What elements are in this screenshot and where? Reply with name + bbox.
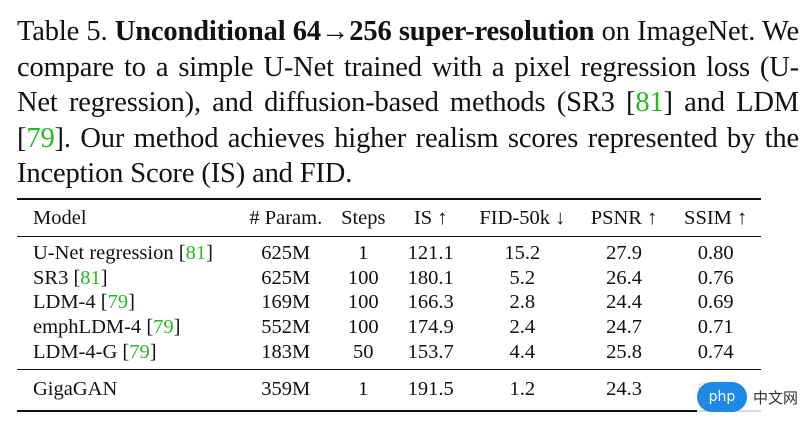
ssim-cell: 0.80: [697, 241, 734, 264]
psnr-cell: 27.9: [606, 241, 642, 264]
model-name: U-Net regression [81]: [33, 241, 213, 264]
steps-cell: 1: [332, 368, 395, 412]
citation-link[interactable]: 79: [129, 341, 150, 364]
fid-cell: 2.4: [509, 316, 536, 339]
psnr-cell: 26.4: [606, 266, 642, 289]
table-row: emphLDM-4 [79] 552M 100 174.9 2.4 24.7 0…: [17, 315, 761, 340]
steps-cell: 100: [347, 266, 379, 289]
model-name: SR3 [81]: [33, 266, 108, 289]
header-fid: FID-50k ↓: [466, 198, 578, 237]
params-cell: 552M: [261, 316, 311, 339]
model-name: emphLDM-4 [79]: [33, 316, 181, 339]
ssim-cell: 0.69: [697, 291, 734, 314]
params-cell: 625M: [261, 241, 311, 264]
params-cell: 625M: [261, 266, 311, 289]
is-cell: 174.9: [407, 316, 454, 339]
ssim-cell: 0.74: [697, 341, 734, 364]
citation-link[interactable]: 81: [80, 266, 101, 289]
ssim-cell: 0.71: [697, 316, 734, 339]
header-steps: Steps: [332, 198, 395, 237]
table-row-gigagan: GigaGAN 359M 1 191.5 1.2 24.3 0.71: [17, 368, 761, 412]
watermark: php 中文网: [697, 382, 805, 412]
header-model: Model: [17, 198, 240, 237]
header-params: # Param.: [239, 198, 333, 237]
is-cell: 153.7: [407, 341, 454, 364]
model-label: SR3: [33, 266, 74, 289]
table-row: SR3 [81] 625M 100 180.1 5.2 26.4 0.76: [17, 266, 761, 291]
citation-link[interactable]: 79: [107, 291, 129, 314]
ssim-cell: 0.76: [697, 266, 734, 289]
header-psnr: PSNR ↑: [577, 198, 671, 237]
is-cell: 166.3: [407, 291, 454, 314]
citation-link[interactable]: 79: [26, 122, 55, 154]
psnr-cell: 24.3: [577, 368, 671, 412]
fid-cell: 2.8: [509, 291, 536, 314]
php-logo-icon: php: [697, 382, 747, 412]
citation-link[interactable]: 81: [635, 87, 664, 118]
model-label: LDM-4-G: [33, 341, 123, 364]
model-label: LDM-4: [33, 291, 101, 314]
caption-text-2: ] and LDM [: [17, 87, 800, 154]
params-cell: 169M: [261, 291, 311, 314]
caption-text-3: ]. Our method achieves higher realism sc…: [17, 122, 799, 190]
table-row: LDM-4-G [79] 183M 50 153.7 4.4 25.8 0.74: [17, 340, 761, 369]
fid-cell: 1.2: [466, 368, 578, 412]
caption-title: Unconditional 64→256 super-resolution: [114, 16, 595, 47]
is-cell: 191.5: [394, 368, 467, 412]
psnr-cell: 24.4: [606, 291, 642, 314]
is-cell: 121.1: [407, 241, 454, 264]
watermark-text: 中文网: [753, 388, 799, 407]
model-label: emphLDM-4: [33, 316, 147, 339]
is-cell: 180.1: [407, 266, 454, 289]
params-cell: 183M: [261, 341, 311, 364]
table-row: U-Net regression [81] 625M 1 121.1 15.2 …: [17, 237, 761, 266]
table-row: LDM-4 [79] 169M 100 166.3 2.8 24.4 0.69: [17, 291, 761, 316]
caption-label: Table 5.: [17, 16, 108, 47]
params-cell: 359M: [239, 368, 333, 412]
steps-cell: 100: [347, 316, 379, 339]
results-table: Model # Param. Steps IS ↑ FID-50k ↓ PSNR…: [17, 198, 761, 412]
psnr-cell: 24.7: [606, 316, 642, 339]
fid-cell: 15.2: [504, 241, 541, 264]
header-ssim: SSIM ↑: [670, 198, 761, 237]
model-label: U-Net regression: [33, 241, 179, 264]
table-caption: Table 5. Unconditional 64→256 super-reso…: [17, 14, 799, 192]
steps-cell: 1: [358, 241, 369, 264]
steps-cell: 100: [347, 291, 379, 314]
table-header-row: Model # Param. Steps IS ↑ FID-50k ↓ PSNR…: [17, 198, 761, 237]
fid-cell: 5.2: [509, 266, 536, 289]
steps-cell: 50: [353, 341, 374, 364]
psnr-cell: 25.8: [606, 341, 642, 364]
caption-text-1: on ImageNet. We compare to a simple U-Ne…: [17, 16, 799, 118]
model-name: LDM-4-G [79]: [33, 341, 157, 364]
fid-cell: 4.4: [509, 341, 536, 364]
citation-link[interactable]: 79: [153, 316, 174, 339]
header-is: IS ↑: [394, 198, 467, 237]
citation-link[interactable]: 81: [185, 241, 207, 264]
model-name: LDM-4 [79]: [33, 291, 135, 314]
model-name: GigaGAN: [17, 368, 240, 412]
